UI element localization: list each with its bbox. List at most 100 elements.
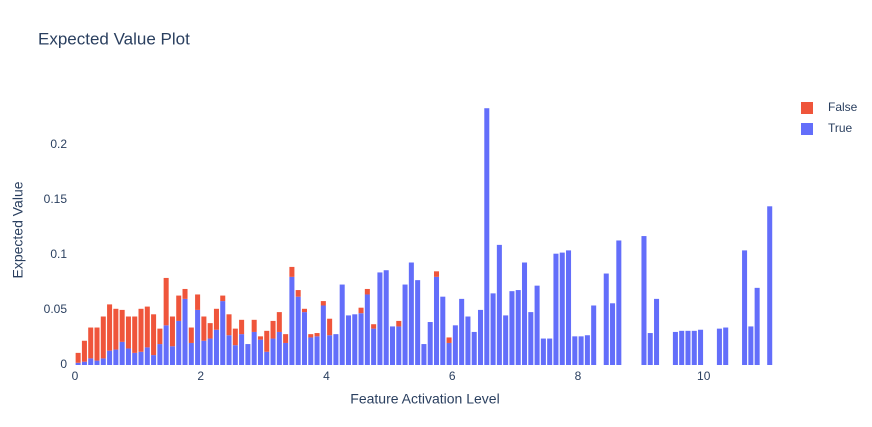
bar: [88, 327, 94, 359]
bar: [220, 295, 226, 302]
bar: [748, 326, 754, 365]
bar: [383, 270, 389, 365]
bar: [100, 316, 106, 359]
bar: [446, 337, 452, 343]
bar: [132, 352, 138, 365]
bar: [201, 316, 207, 341]
bar: [352, 314, 358, 365]
bar: [239, 319, 245, 335]
bar: [364, 288, 370, 295]
bar: [327, 335, 333, 365]
bar: [754, 287, 760, 365]
bar: [446, 342, 452, 365]
bar: [182, 288, 188, 299]
bar: [327, 318, 333, 336]
bar: [339, 284, 345, 365]
bar: [113, 349, 119, 365]
bar: [113, 308, 119, 350]
bar: [232, 345, 238, 365]
bar: [207, 338, 213, 365]
bar: [289, 266, 295, 277]
bar: [584, 335, 590, 365]
bar: [333, 334, 339, 365]
bar: [364, 294, 370, 365]
x-tick-label: 4: [323, 369, 330, 383]
x-tick-label: 8: [575, 369, 582, 383]
bar: [641, 236, 647, 365]
bar: [163, 277, 169, 326]
bar: [490, 293, 496, 365]
bar: [119, 341, 125, 365]
bar: [226, 335, 232, 365]
x-tick-label: 6: [449, 369, 456, 383]
bar: [251, 319, 257, 332]
bar: [459, 298, 465, 365]
bar: [295, 290, 301, 297]
bar: [421, 344, 427, 365]
bar: [415, 280, 421, 365]
bar: [308, 337, 314, 365]
bar: [119, 309, 125, 342]
bar: [151, 355, 157, 365]
bar: [88, 358, 94, 365]
bar: [767, 206, 773, 365]
bar: [94, 327, 100, 361]
bar: [427, 322, 433, 365]
y-tick-label: 0.2: [50, 137, 67, 151]
bar: [251, 331, 257, 365]
bar: [396, 320, 402, 327]
bar: [132, 316, 138, 353]
bar: [723, 327, 729, 365]
bar: [440, 296, 446, 365]
bar: [716, 328, 722, 365]
bar: [509, 291, 515, 365]
bar: [276, 331, 282, 365]
bar: [559, 252, 565, 365]
bar: [169, 316, 175, 347]
bar: [138, 351, 144, 365]
bar: [465, 316, 471, 365]
x-axis-title: Feature Activation Level: [350, 391, 499, 407]
bar: [534, 285, 540, 365]
bar: [182, 298, 188, 365]
x-tick-label: 0: [72, 369, 79, 383]
bar: [283, 334, 289, 343]
bar: [264, 330, 270, 352]
bar: [578, 336, 584, 365]
y-tick-label: 0.05: [44, 302, 68, 316]
bar: [408, 262, 414, 365]
bar: [685, 330, 691, 365]
bar: [698, 329, 704, 365]
bar: [289, 276, 295, 365]
bar: [522, 262, 528, 365]
bar: [672, 331, 678, 365]
y-tick-label: 0: [60, 357, 67, 371]
legend-label: False: [828, 100, 858, 114]
chart-title: Expected Value Plot: [38, 29, 190, 48]
bar: [320, 305, 326, 365]
bar: [207, 323, 213, 339]
bar: [276, 312, 282, 332]
bar: [540, 338, 546, 365]
bar: [503, 315, 509, 365]
bar: [515, 290, 521, 365]
bar: [616, 240, 622, 365]
bar: [603, 273, 609, 365]
bar: [547, 338, 553, 365]
bar: [195, 294, 201, 310]
bar: [245, 344, 251, 365]
bar: [314, 333, 320, 337]
bar: [226, 314, 232, 336]
bar: [691, 330, 697, 365]
bar: [163, 325, 169, 365]
y-axis-title: Expected Value: [10, 181, 26, 278]
bar: [371, 328, 377, 365]
y-tick-label: 0.15: [44, 192, 68, 206]
bar: [396, 326, 402, 365]
bar: [471, 331, 477, 365]
bar: [320, 301, 326, 306]
bar: [270, 320, 276, 339]
bar: [157, 328, 163, 345]
bar: [75, 362, 81, 365]
